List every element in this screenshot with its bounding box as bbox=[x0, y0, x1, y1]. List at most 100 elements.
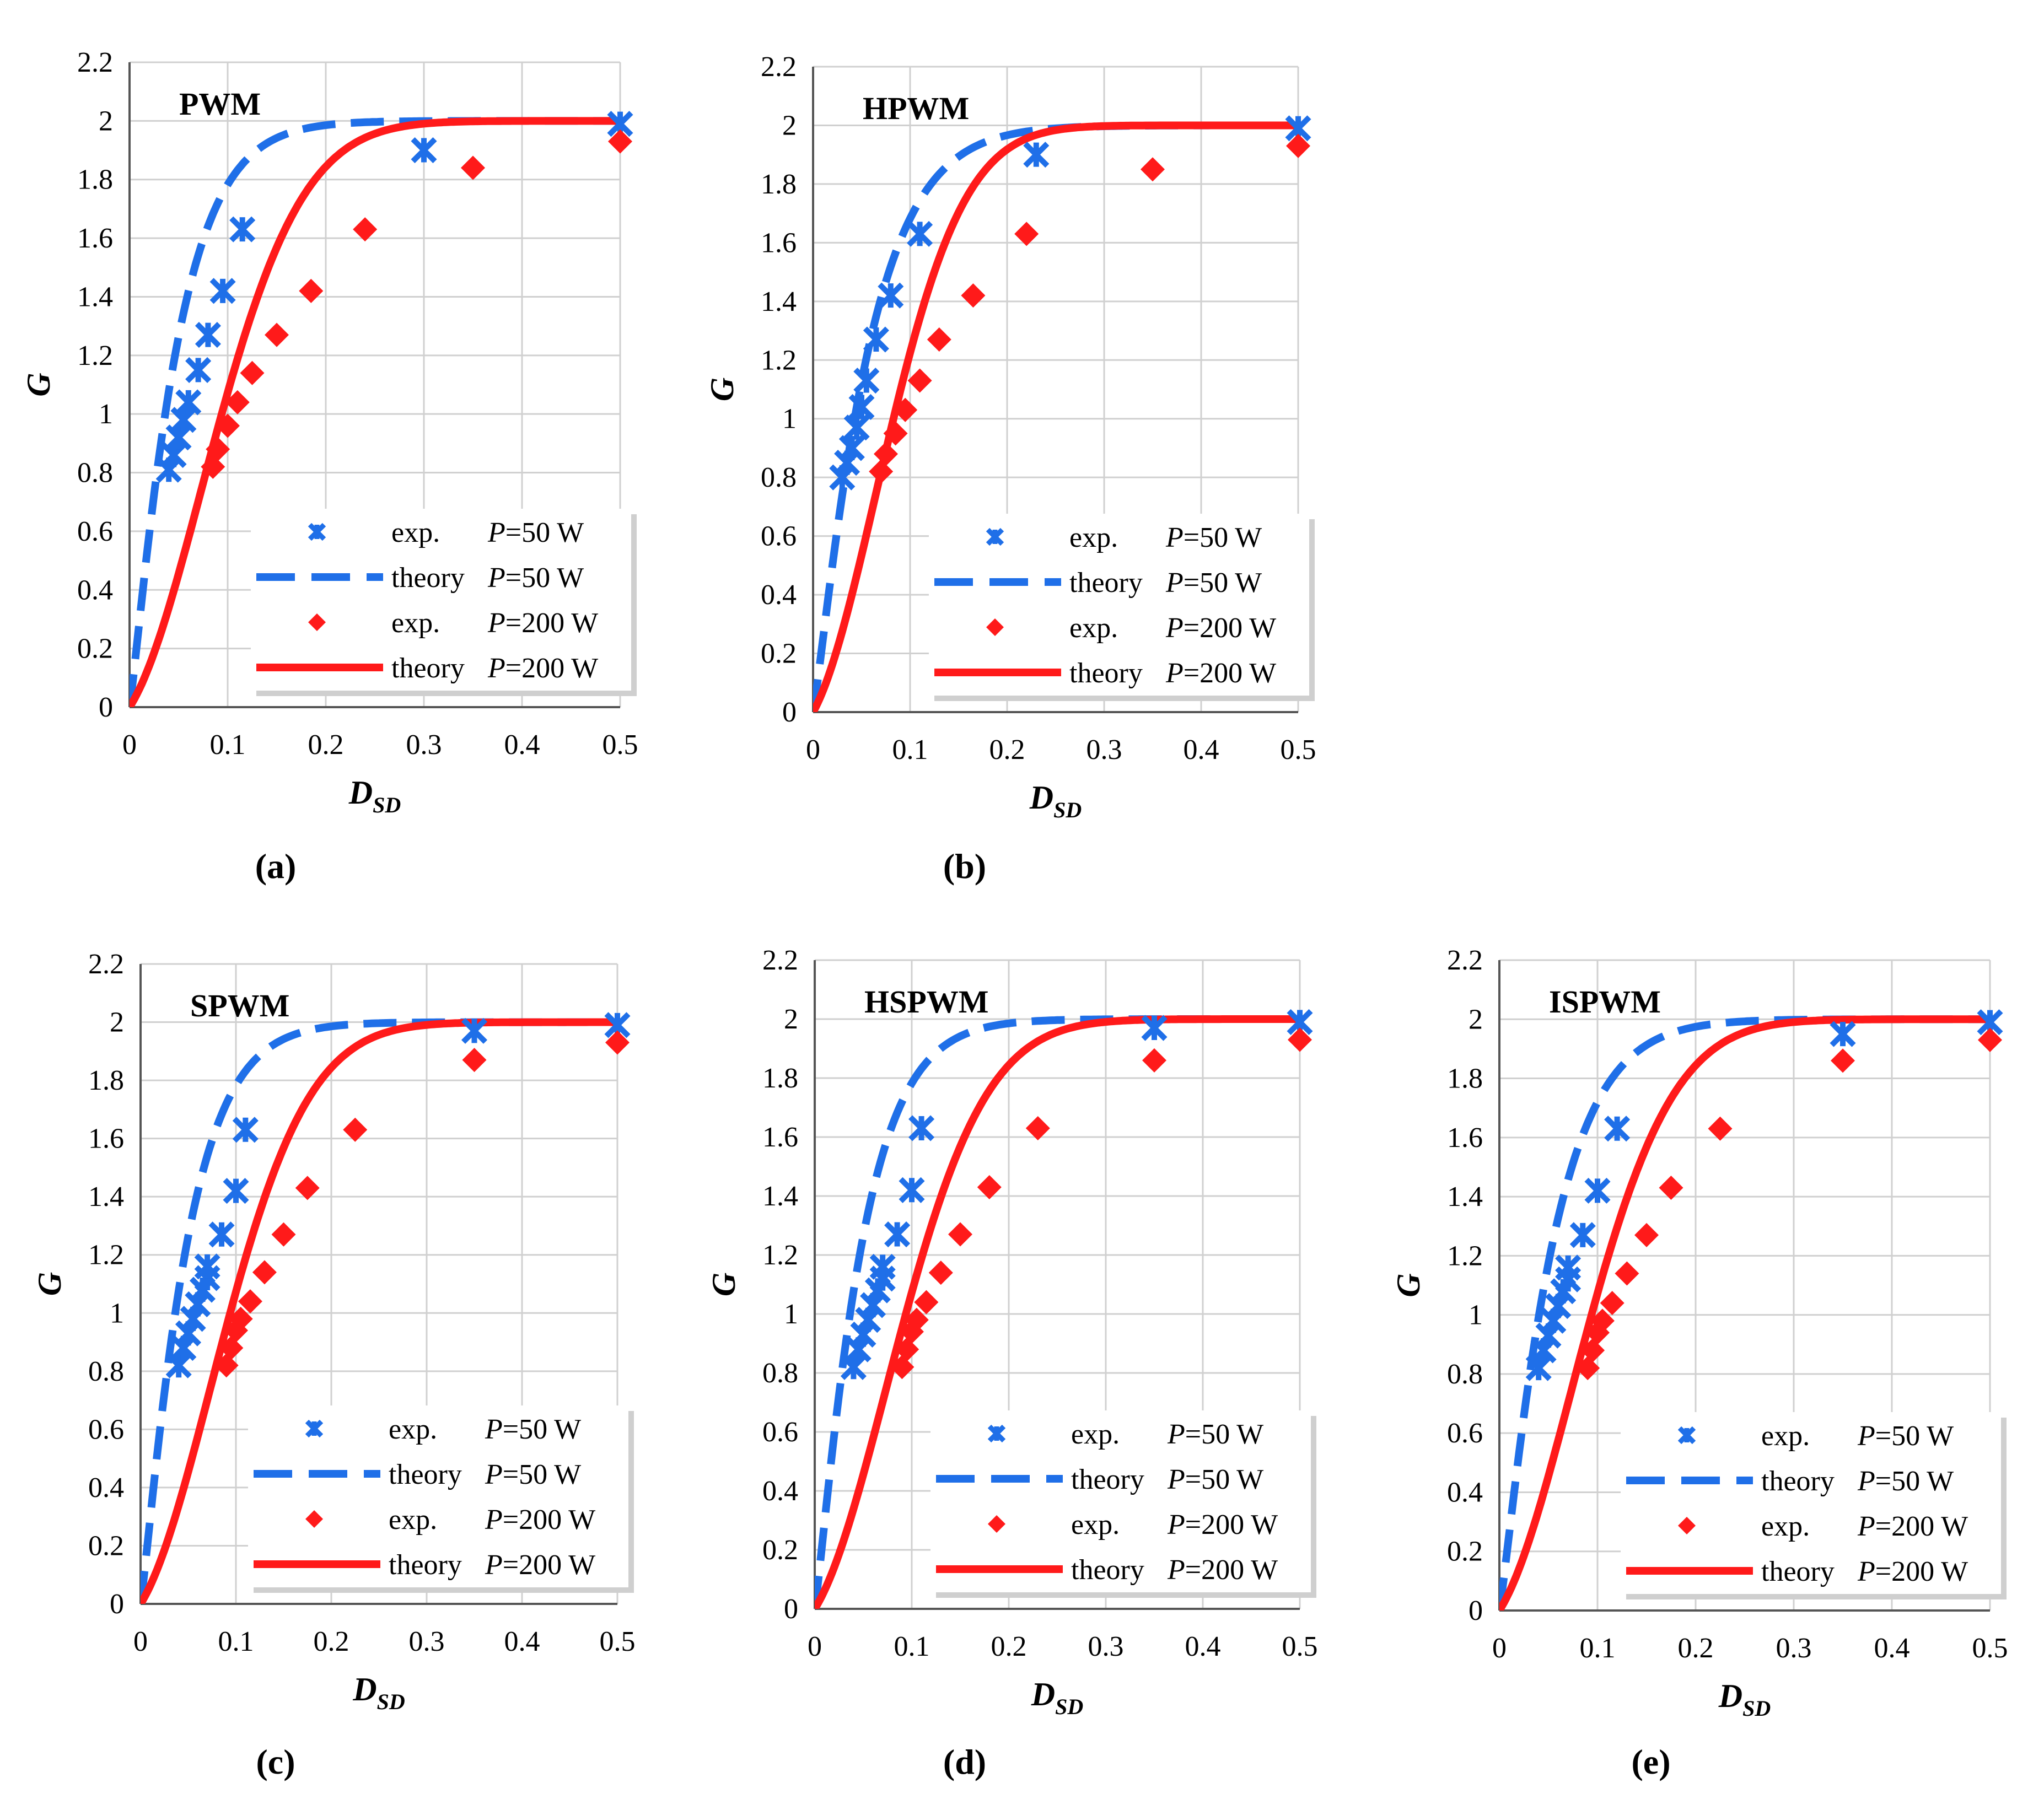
legend-label: theory bbox=[1761, 1466, 1835, 1497]
x-tick-label: 0.4 bbox=[1185, 1631, 1221, 1662]
exp-200w-point bbox=[1580, 1338, 1605, 1362]
exp-200w-point bbox=[1288, 1027, 1312, 1052]
legend: exp. P=50 W theory P=50 W exp. P=200 W theory P… bbox=[930, 1410, 1316, 1598]
exp-200w-point bbox=[295, 1176, 320, 1200]
exp-200w-point bbox=[219, 1335, 244, 1360]
y-tick-label: 1 bbox=[782, 403, 797, 435]
legend-param: P=200 W bbox=[485, 1549, 595, 1581]
legend-symbol-exp-200w bbox=[988, 1515, 1005, 1533]
exp-200w-point bbox=[1600, 1291, 1625, 1316]
y-tick-label: 0.6 bbox=[88, 1414, 124, 1445]
y-tick-label: 2 bbox=[784, 1004, 798, 1035]
y-tick-label: 0.4 bbox=[88, 1472, 124, 1504]
legend-label: theory bbox=[389, 1459, 462, 1490]
exp-200w-point bbox=[883, 421, 908, 446]
chart-title: SPWM bbox=[190, 988, 289, 1024]
legend-param: P=50 W bbox=[1857, 1466, 1954, 1497]
legend-symbol-exp-200w bbox=[1678, 1517, 1696, 1534]
exp-50w-point bbox=[194, 1253, 220, 1280]
x-tick-label: 0 bbox=[806, 734, 820, 766]
y-tick-label: 1.6 bbox=[1447, 1122, 1483, 1154]
exp-200w-point bbox=[271, 1222, 296, 1247]
exp-200w-point bbox=[907, 368, 932, 393]
exp-200w-point bbox=[214, 1353, 239, 1378]
legend-param: P=50 W bbox=[1165, 567, 1262, 599]
y-tick-label: 1 bbox=[1469, 1300, 1483, 1331]
exp-200w-point bbox=[1708, 1116, 1733, 1141]
exp-50w-point bbox=[1604, 1116, 1631, 1142]
theory-50w-curve bbox=[1499, 1015, 1990, 1611]
x-tick-label: 0.2 bbox=[1678, 1633, 1714, 1664]
legend-label: exp. bbox=[1071, 1419, 1120, 1450]
exp-50w-point bbox=[843, 414, 870, 441]
legend-box bbox=[930, 1410, 1311, 1592]
exp-200w-point bbox=[608, 129, 632, 154]
caption-a: (a) bbox=[255, 847, 297, 886]
legend-param: P=200 W bbox=[1857, 1511, 1968, 1542]
legend-label: exp. bbox=[1069, 522, 1118, 553]
legend-label: theory bbox=[1069, 658, 1143, 689]
x-tick-label: 0.1 bbox=[894, 1631, 930, 1662]
exp-200w-point bbox=[462, 1048, 487, 1073]
x-tick-label: 0.4 bbox=[504, 729, 540, 761]
exp-200w-point bbox=[1025, 1116, 1050, 1140]
x-tick-label: 0.2 bbox=[991, 1631, 1027, 1662]
y-tick-label: 0 bbox=[110, 1588, 124, 1620]
exp-200w-point bbox=[265, 322, 289, 347]
x-axis-label: DSD bbox=[348, 774, 401, 817]
legend-label: exp. bbox=[1761, 1420, 1810, 1452]
y-tick-label: 0.6 bbox=[1447, 1418, 1483, 1449]
legend-param: P=50 W bbox=[1165, 522, 1262, 553]
y-tick-label: 0.8 bbox=[1447, 1359, 1483, 1390]
x-tick-label: 0.5 bbox=[600, 1626, 636, 1657]
exp-200w-point bbox=[895, 1337, 919, 1362]
x-tick-label: 0.4 bbox=[1184, 734, 1219, 766]
legend-label: exp. bbox=[389, 1414, 437, 1445]
y-tick-label: 0.8 bbox=[88, 1356, 124, 1387]
chart-svg: 0 0.1 0.2 0.3 0.4 0.5 0 0.2 0.4 0.6 0.8 1 1.2 1.4 1.6 1… bbox=[20, 47, 638, 817]
exp-200w-point bbox=[252, 1260, 277, 1285]
legend-label: exp. bbox=[391, 517, 440, 548]
y-tick-label: 1.6 bbox=[88, 1123, 124, 1155]
legend-label: exp. bbox=[1071, 1509, 1120, 1541]
exp-200w-point bbox=[461, 155, 485, 180]
chart-title: ISPWM bbox=[1549, 984, 1661, 1020]
exp-50w-point bbox=[863, 326, 889, 353]
legend-param: P=50 W bbox=[485, 1459, 581, 1490]
x-axis-label: DSD bbox=[1718, 1678, 1771, 1721]
exp-200w-point bbox=[961, 283, 986, 308]
exp-200w-point bbox=[605, 1030, 630, 1055]
exp-50w-point bbox=[1555, 1254, 1582, 1281]
y-tick-label: 0.2 bbox=[761, 638, 797, 670]
caption-e: (e) bbox=[1631, 1742, 1671, 1781]
legend-label: exp. bbox=[1069, 612, 1118, 644]
exp-50w-point bbox=[175, 389, 202, 416]
legend: exp. P=50 W theory P=50 W exp. P=200 W theory P… bbox=[929, 514, 1315, 701]
exp-50w-point bbox=[185, 357, 212, 383]
exp-200w-point bbox=[977, 1175, 1002, 1199]
exp-50w-point bbox=[232, 1117, 259, 1143]
legend-param: P=200 W bbox=[487, 607, 598, 639]
y-tick-label: 0.6 bbox=[762, 1416, 798, 1448]
exp-50w-point bbox=[223, 1178, 249, 1204]
y-tick-label: 2.2 bbox=[77, 47, 113, 78]
y-tick-label: 0.6 bbox=[77, 516, 113, 547]
exp-50w-point bbox=[1830, 1021, 1856, 1047]
y-tick-label: 2 bbox=[110, 1007, 124, 1038]
y-tick-label: 0 bbox=[1469, 1595, 1483, 1626]
theory-200w-curve bbox=[813, 121, 1298, 712]
legend-param: P=50 W bbox=[1167, 1464, 1263, 1495]
x-tick-label: 0.4 bbox=[504, 1626, 540, 1657]
exp-50w-point bbox=[461, 1017, 488, 1044]
x-tick-label: 0.1 bbox=[1580, 1633, 1616, 1664]
y-tick-label: 1.2 bbox=[1447, 1240, 1483, 1272]
chart-panel-b: 0 0.1 0.2 0.3 0.4 0.5 0 0.2 0.4 0.6 0.8 1 1.2 1.4 1.6 1… bbox=[0, 0, 1323, 882]
legend-symbol-exp-50w bbox=[1677, 1426, 1696, 1445]
exp-200w-point bbox=[353, 217, 378, 242]
y-tick-label: 0.2 bbox=[88, 1530, 124, 1561]
y-tick-label: 0 bbox=[782, 697, 797, 728]
theory-200w-curve bbox=[141, 1018, 617, 1604]
chart-title: HSPWM bbox=[864, 984, 989, 1020]
x-tick-label: 0.3 bbox=[1086, 734, 1122, 766]
